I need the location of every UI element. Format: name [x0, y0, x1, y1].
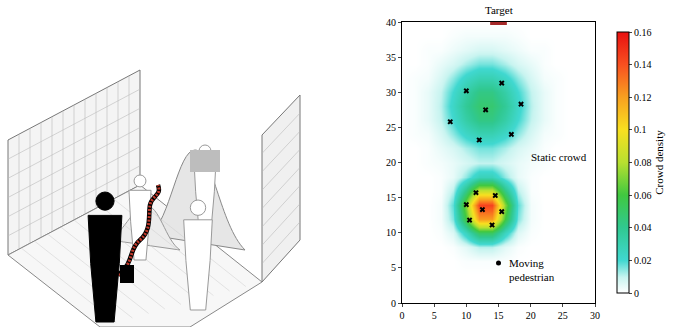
svg-text:0: 0: [634, 288, 639, 299]
svg-text:0.08: 0.08: [634, 157, 652, 168]
svg-text:0.1: 0.1: [634, 124, 647, 135]
svg-text:40: 40: [386, 17, 396, 28]
svg-text:10: 10: [386, 227, 396, 238]
svg-text:Target: Target: [485, 4, 513, 16]
svg-text:30: 30: [590, 310, 600, 321]
svg-text:20: 20: [526, 310, 536, 321]
svg-text:5: 5: [391, 262, 396, 273]
svg-text:20: 20: [386, 157, 396, 168]
svg-text:Crowd density: Crowd density: [653, 130, 665, 195]
svg-text:Static crowd: Static crowd: [531, 151, 587, 163]
svg-text:0: 0: [391, 298, 396, 309]
svg-text:25: 25: [386, 122, 396, 133]
svg-text:15: 15: [494, 310, 504, 321]
svg-text:0.14: 0.14: [634, 59, 652, 70]
svg-text:0.06: 0.06: [634, 190, 652, 201]
svg-text:0.12: 0.12: [634, 92, 652, 103]
svg-text:0.02: 0.02: [634, 255, 652, 266]
svg-text:10: 10: [461, 310, 471, 321]
svg-text:5: 5: [432, 310, 437, 321]
svg-text:15: 15: [386, 192, 396, 203]
svg-text:0.16: 0.16: [634, 27, 652, 38]
svg-text:Movingpedestrian: Movingpedestrian: [509, 257, 555, 283]
svg-text:0.04: 0.04: [634, 222, 652, 233]
svg-text:35: 35: [386, 52, 396, 63]
svg-text:0: 0: [400, 310, 405, 321]
svg-text:30: 30: [386, 87, 396, 98]
svg-text:25: 25: [558, 310, 568, 321]
